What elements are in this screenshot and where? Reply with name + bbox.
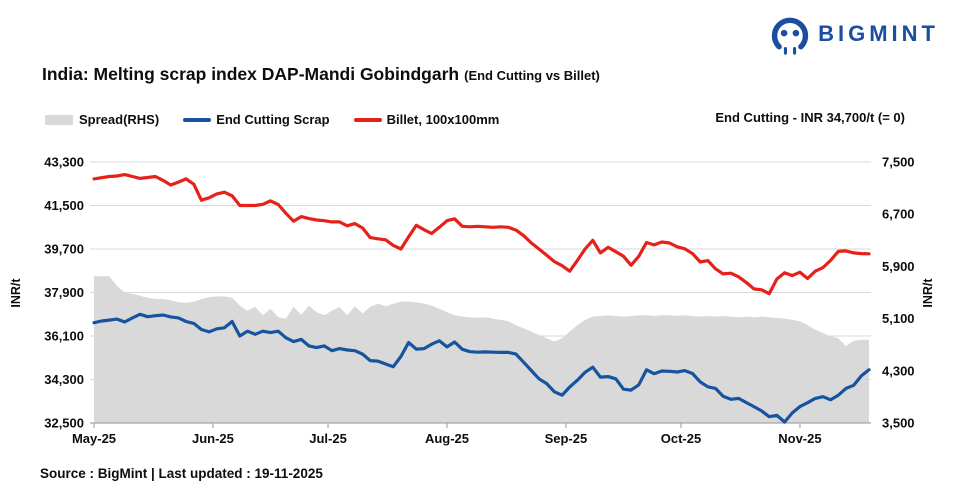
x-tick-label: Oct-25 — [661, 431, 701, 446]
right-axis-tick-label: 3,500 — [882, 416, 915, 431]
legend: Spread(RHS) End Cutting Scrap Billet, 10… — [45, 112, 523, 127]
legend-item-end-cutting: End Cutting Scrap — [183, 112, 330, 127]
left-axis-tick-label: 39,700 — [44, 242, 84, 257]
legend-label-end-cutting: End Cutting Scrap — [216, 112, 330, 127]
right-axis-title: INR/t — [921, 278, 935, 308]
billet-line — [92, 173, 871, 296]
latest-price-annotation: End Cutting - INR 34,700/t (= 0) — [715, 110, 905, 125]
left-axis-tick-label: 43,300 — [44, 155, 84, 170]
chart-title-main: India: Melting scrap index DAP-Mandi Gob… — [42, 64, 460, 84]
right-axis-tick-label: 4,300 — [882, 363, 915, 378]
billet-line-swatch — [353, 117, 382, 122]
left-axis-tick-label: 36,100 — [44, 329, 84, 344]
bigmint-logo-icon — [771, 17, 809, 55]
x-tick-label: Sep-25 — [545, 431, 588, 446]
right-axis-tick-label: 5,100 — [882, 311, 915, 326]
right-axis-tick-label: 6,700 — [882, 207, 915, 222]
legend-item-billet: Billet, 100x100mm — [353, 112, 500, 127]
legend-item-spread: Spread(RHS) — [45, 112, 159, 127]
x-tick-label: Aug-25 — [425, 431, 469, 446]
left-axis-tick-label: 41,500 — [44, 198, 84, 213]
end-cutting-line-swatch — [183, 117, 212, 122]
legend-label-spread: Spread(RHS) — [79, 112, 160, 127]
left-axis-title: INR/t — [9, 278, 23, 308]
left-axis-tick-label: 37,900 — [44, 285, 84, 300]
x-tick-label: Jun-25 — [192, 431, 234, 446]
x-tick-label: May-25 — [72, 431, 116, 446]
x-tick-label: Jul-25 — [309, 431, 347, 446]
left-axis-tick-label: 34,300 — [44, 372, 84, 387]
legend-label-billet: Billet, 100x100mm — [386, 112, 500, 127]
chart-title: India: Melting scrap index DAP-Mandi Gob… — [42, 64, 600, 85]
x-tick-label: Nov-25 — [778, 431, 821, 446]
spread-area-swatch — [45, 114, 73, 125]
end-cutting-line — [92, 312, 871, 424]
right-axis-tick-label: 7,500 — [882, 155, 915, 170]
bigmint-logo-text: BIGMINT — [818, 21, 939, 46]
source-note: Source : BigMint | Last updated : 19-11-… — [40, 466, 323, 481]
chart-title-sub: (End Cutting vs Billet) — [464, 68, 600, 83]
spread-area — [94, 276, 869, 423]
left-axis-tick-label: 32,500 — [44, 416, 84, 431]
bigmint-logo: BIGMINT — [770, 13, 939, 55]
right-axis-tick-label: 5,900 — [882, 259, 915, 274]
